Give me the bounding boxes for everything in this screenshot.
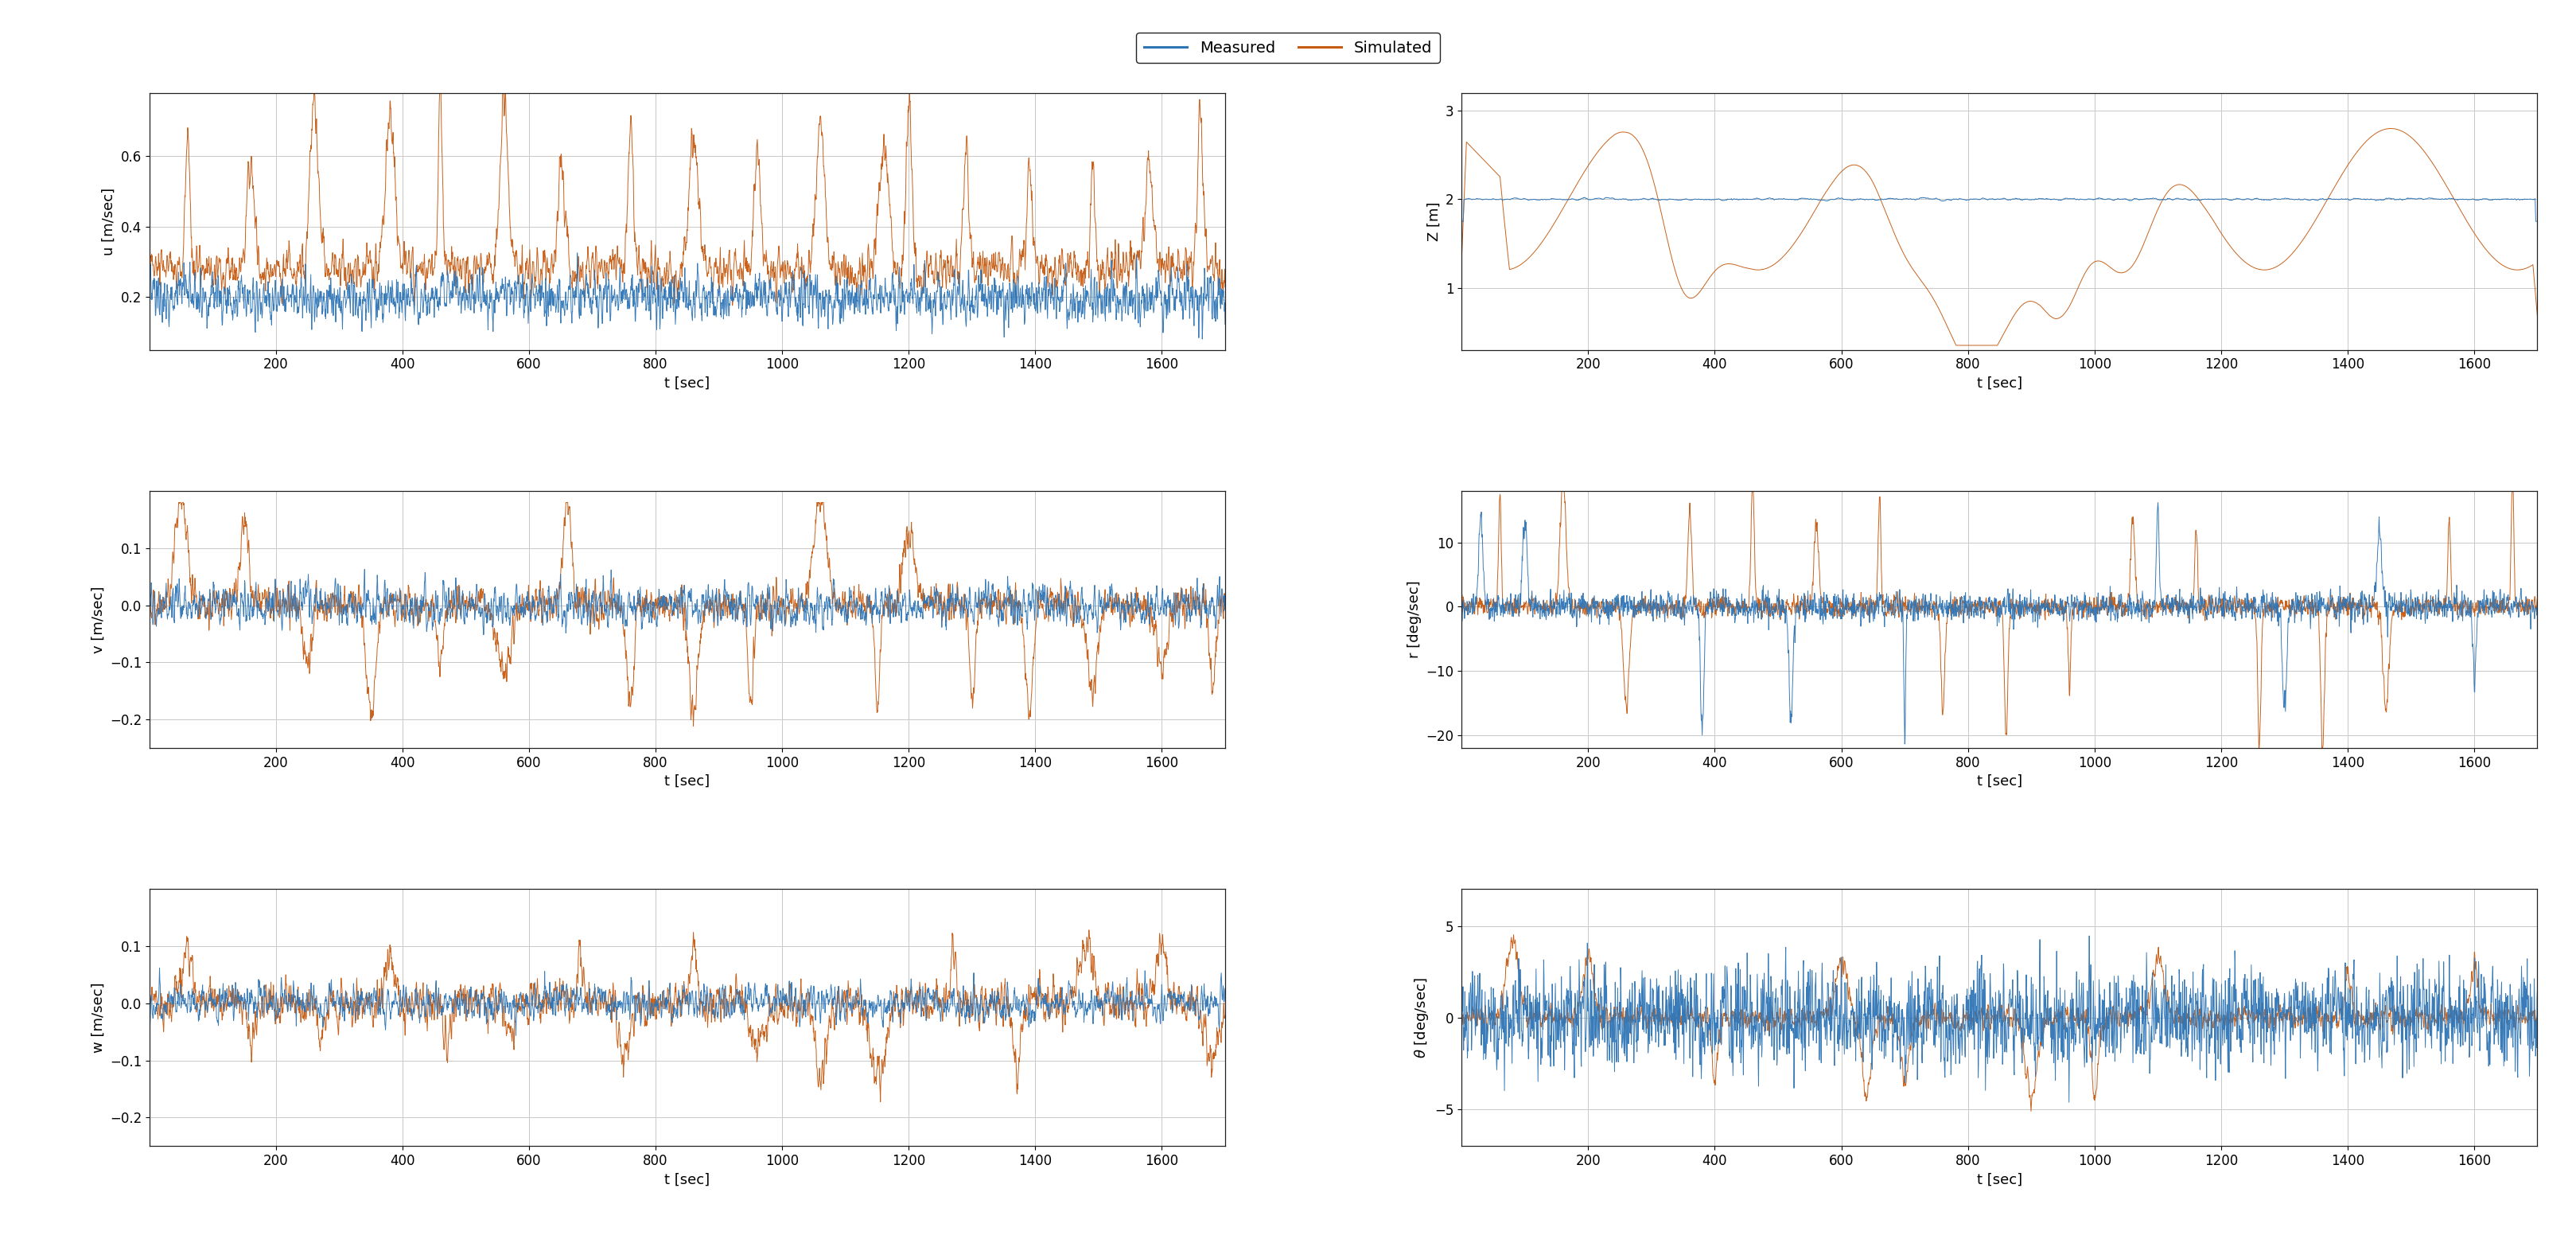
Y-axis label: w [m/sec]: w [m/sec]	[90, 983, 106, 1053]
Y-axis label: u [m/sec]: u [m/sec]	[103, 187, 116, 255]
Y-axis label: v [m/sec]: v [m/sec]	[90, 586, 106, 653]
X-axis label: t [sec]: t [sec]	[1976, 1172, 2022, 1187]
X-axis label: t [sec]: t [sec]	[1976, 377, 2022, 390]
X-axis label: t [sec]: t [sec]	[665, 1172, 711, 1187]
Y-axis label: Z [m]: Z [m]	[1427, 202, 1440, 242]
X-axis label: t [sec]: t [sec]	[665, 774, 711, 789]
X-axis label: t [sec]: t [sec]	[1976, 774, 2022, 789]
Y-axis label: r [deg/sec]: r [deg/sec]	[1406, 581, 1422, 658]
Y-axis label: $\theta$ [deg/sec]: $\theta$ [deg/sec]	[1412, 978, 1430, 1058]
X-axis label: t [sec]: t [sec]	[665, 377, 711, 390]
Legend: Measured, Simulated: Measured, Simulated	[1136, 32, 1440, 63]
